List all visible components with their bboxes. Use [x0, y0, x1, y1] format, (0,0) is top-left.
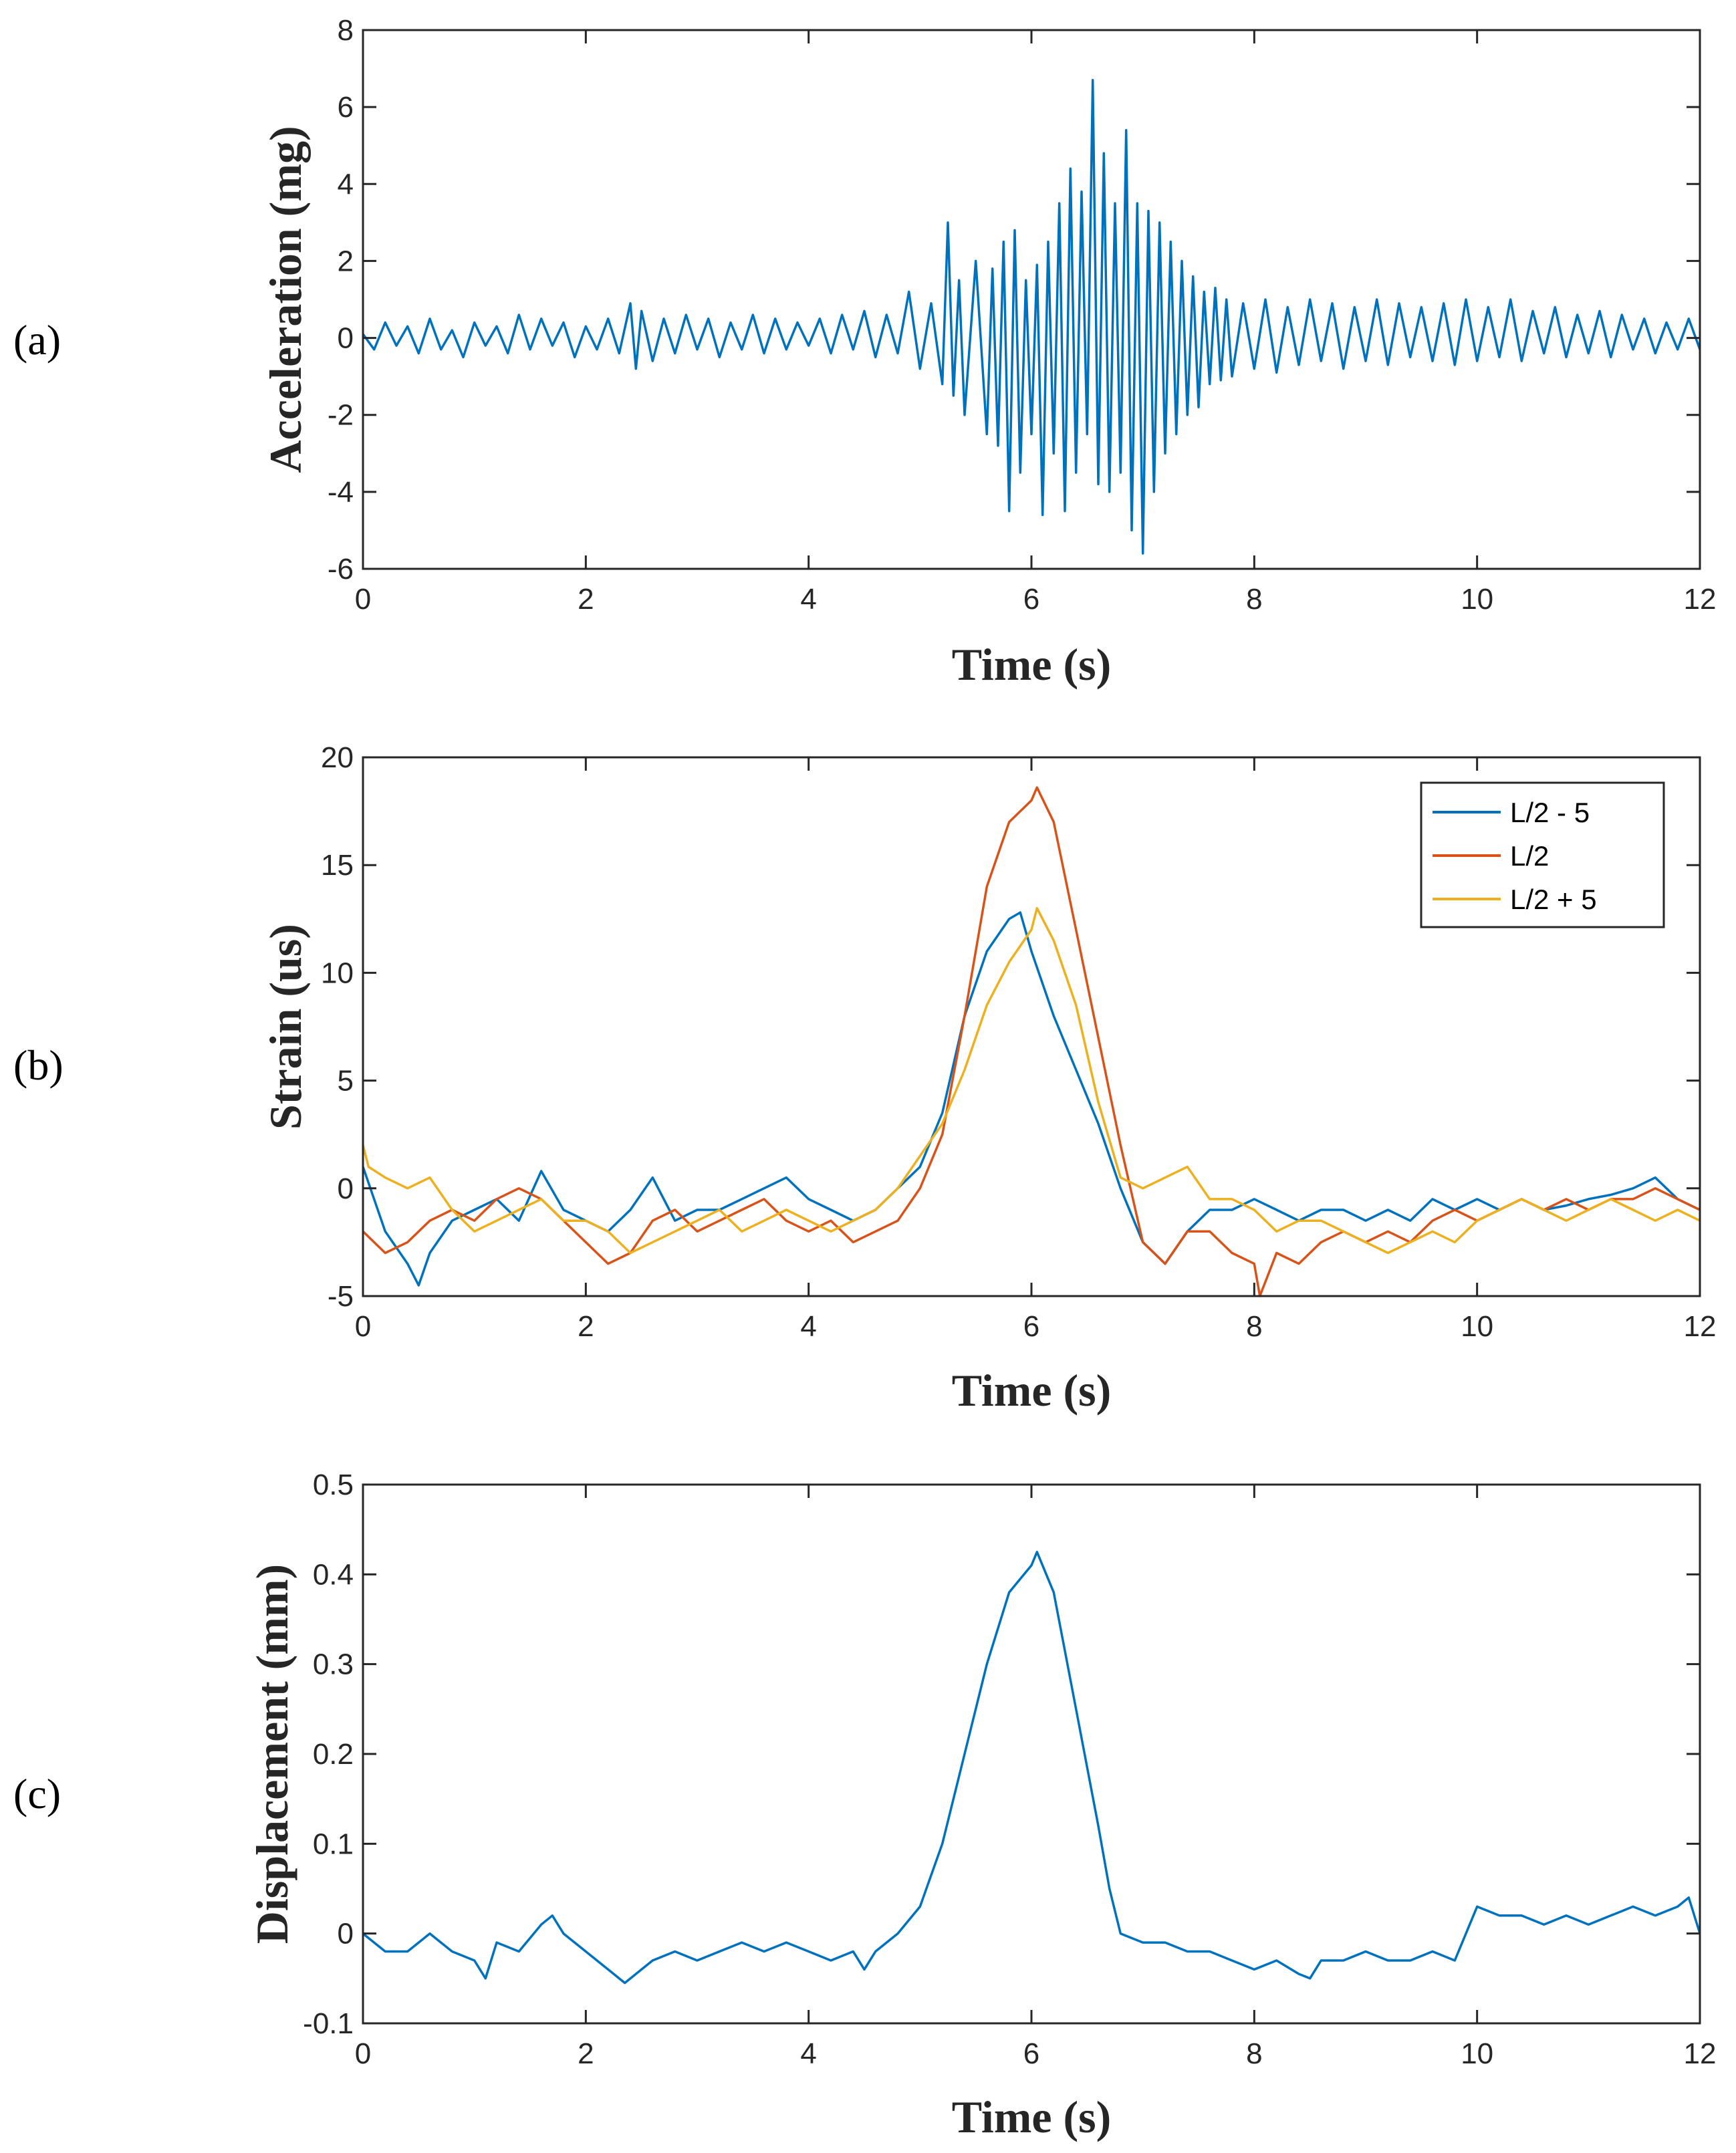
y-tick-label: -5 [328, 1280, 354, 1313]
y-tick-label: 5 [338, 1065, 354, 1098]
panel-a-axes-box [362, 29, 1701, 570]
x-tick-label: 6 [1023, 583, 1039, 616]
x-tick-label: 6 [1023, 2037, 1039, 2070]
panel-label-a: (a) [13, 316, 61, 364]
x-tick-label: 2 [578, 2037, 594, 2070]
x-tick-label: 10 [1461, 1310, 1493, 1343]
y-tick-label: 0.3 [313, 1648, 354, 1681]
panel-b-y-axis-label: Strain (us) [260, 924, 311, 1130]
panel-c: (c) 0 2 4 6 8 10 12 -0.100.10.20.30.40.5 Time … [13, 1469, 1716, 2142]
x-tick-label: 8 [1246, 2037, 1262, 2070]
legend: L/2 - 5 L/2 L/2 + 5 [1420, 781, 1665, 928]
legend-label-l2: L/2 [1510, 840, 1549, 872]
legend-label-l2-minus-5: L/2 - 5 [1510, 797, 1590, 828]
y-tick-label: 0 [338, 1172, 354, 1205]
x-tick-label: 4 [800, 583, 816, 616]
x-tick-label: 6 [1023, 1310, 1039, 1343]
x-tick-label: 10 [1461, 2037, 1493, 2070]
y-tick-label: 0.4 [313, 1558, 354, 1591]
y-tick-label: 0.5 [313, 1469, 354, 1501]
panel-a: (a) 0 2 4 6 8 10 12 -6 -4 -2 0 2 4 6 8 Time (s) Accel… [13, 14, 1716, 690]
series-line-l-2-5 [362, 906, 1701, 1255]
x-tick-label: 4 [800, 2037, 816, 2070]
panel-c-x-axis: 0 2 4 6 8 10 12 [355, 1485, 1717, 2070]
y-tick-label: 4 [338, 168, 354, 201]
panel-b-x-axis-label: Time (s) [952, 1365, 1112, 1416]
x-tick-label: 4 [800, 1310, 816, 1343]
series-line-displacement [362, 1551, 1701, 1985]
x-tick-label: 2 [578, 1310, 594, 1343]
y-tick-label: -0.1 [303, 2007, 354, 2040]
series-line-l-2 [362, 786, 1701, 1297]
legend-label-l2-plus-5: L/2 + 5 [1510, 884, 1597, 915]
panel-a-y-axis-label: Acceleration (mg) [260, 126, 311, 473]
x-tick-label: 12 [1684, 583, 1717, 616]
x-tick-label: 12 [1684, 1310, 1717, 1343]
panel-a-y-axis: -6 -4 -2 0 2 4 6 8 [328, 14, 1700, 586]
y-tick-label: 0 [338, 1918, 354, 1950]
x-tick-label: 8 [1246, 1310, 1262, 1343]
x-tick-label: 12 [1684, 2037, 1717, 2070]
x-tick-label: 2 [578, 583, 594, 616]
y-tick-label: 20 [321, 741, 354, 774]
x-tick-label: 10 [1461, 583, 1493, 616]
panel-label-c: (c) [13, 1770, 61, 1817]
x-tick-label: 0 [355, 583, 371, 616]
series-line-acceleration [362, 79, 1701, 555]
panel-a-plot-area [362, 79, 1701, 555]
y-tick-label: -4 [328, 476, 354, 509]
x-tick-label: 0 [355, 1310, 371, 1343]
x-tick-label: 0 [355, 2037, 371, 2070]
panel-label-b: (b) [13, 1041, 64, 1089]
y-tick-label: 0.2 [313, 1738, 354, 1771]
panel-c-y-axis: -0.1 0 0.1 0.2 0.3 0.4 0.5 [303, 1469, 1700, 2040]
y-tick-label: 15 [321, 849, 354, 882]
panel-b-plot-area [362, 786, 1701, 1297]
series-line-l-2-5 [362, 911, 1701, 1287]
x-tick-label: 8 [1246, 583, 1262, 616]
y-tick-label: -6 [328, 553, 354, 586]
y-tick-label: 2 [338, 245, 354, 277]
y-tick-label: 0 [338, 322, 354, 355]
y-tick-label: -2 [328, 399, 354, 432]
y-tick-label: 6 [338, 91, 354, 124]
y-tick-label: 10 [321, 957, 354, 989]
panel-c-plot-area [362, 1551, 1701, 1985]
panel-c-y-axis-label: Displacement (mm) [247, 1564, 297, 1944]
y-tick-label: 8 [338, 14, 354, 47]
panel-c-x-axis-label: Time (s) [952, 2092, 1112, 2142]
panel-b-y-axis: -5 0 5 10 15 20 [321, 741, 1700, 1313]
y-tick-label: 0.1 [313, 1827, 354, 1860]
panel-b-x-axis: 0 2 4 6 8 10 12 [355, 757, 1717, 1343]
panel-a-x-axis-label: Time (s) [952, 639, 1112, 690]
panel-a-x-axis: 0 2 4 6 8 10 12 [355, 30, 1717, 616]
